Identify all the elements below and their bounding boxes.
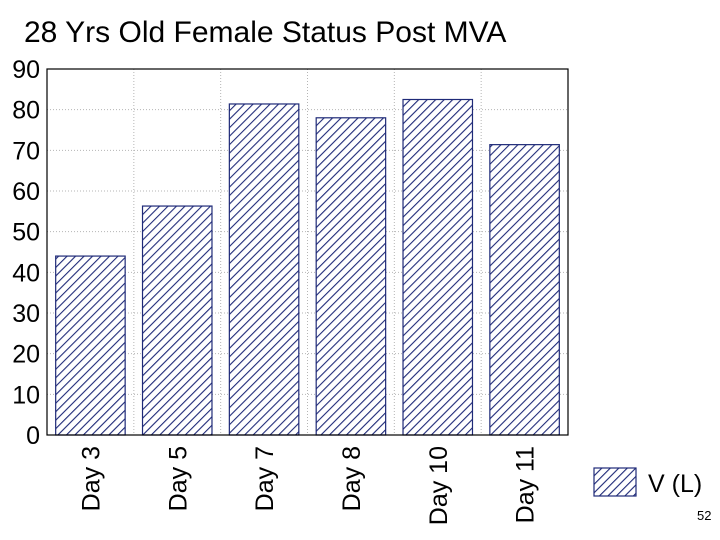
bar [402, 98, 474, 436]
y-tick-label: 90 [12, 56, 40, 84]
x-tick-label: Day 5 [164, 446, 192, 511]
y-tick-label: 0 [26, 422, 40, 450]
y-tick-label: 80 [12, 97, 40, 125]
chart-title: 28 Yrs Old Female Status Post MVA [24, 16, 506, 49]
y-tick-label: 20 [12, 341, 40, 369]
bar [315, 117, 387, 436]
x-tick-label: Day 8 [338, 446, 366, 511]
legend-swatch [593, 467, 637, 497]
y-tick-label: 30 [12, 300, 40, 328]
y-tick-labels: 0 10 20 30 40 50 60 70 80 90 [12, 56, 40, 450]
y-tick-label: 10 [12, 381, 40, 409]
x-tick-label: Day 11 [512, 446, 540, 523]
y-tick-label: 40 [12, 259, 40, 287]
legend: V (L) [593, 467, 702, 498]
grid-lines [47, 69, 568, 435]
legend-label: V (L) [648, 470, 702, 498]
y-tick-label: 70 [12, 137, 40, 165]
bars [55, 98, 560, 436]
bar [489, 144, 560, 436]
y-tick-label: 60 [12, 178, 40, 206]
x-tick-label: Day 10 [425, 446, 453, 525]
plot-frame [46, 68, 569, 436]
x-tick-label: Day 7 [251, 446, 279, 511]
bar [55, 255, 126, 436]
y-tick-label: 50 [12, 219, 40, 247]
bar [228, 103, 300, 436]
bar [141, 205, 213, 436]
x-tick-labels: Day 3 Day 5 Day 7 Day 8 Day 10 Day 11 [77, 446, 539, 525]
page-number: 52 [697, 508, 711, 523]
x-tick-label: Day 3 [77, 446, 105, 511]
